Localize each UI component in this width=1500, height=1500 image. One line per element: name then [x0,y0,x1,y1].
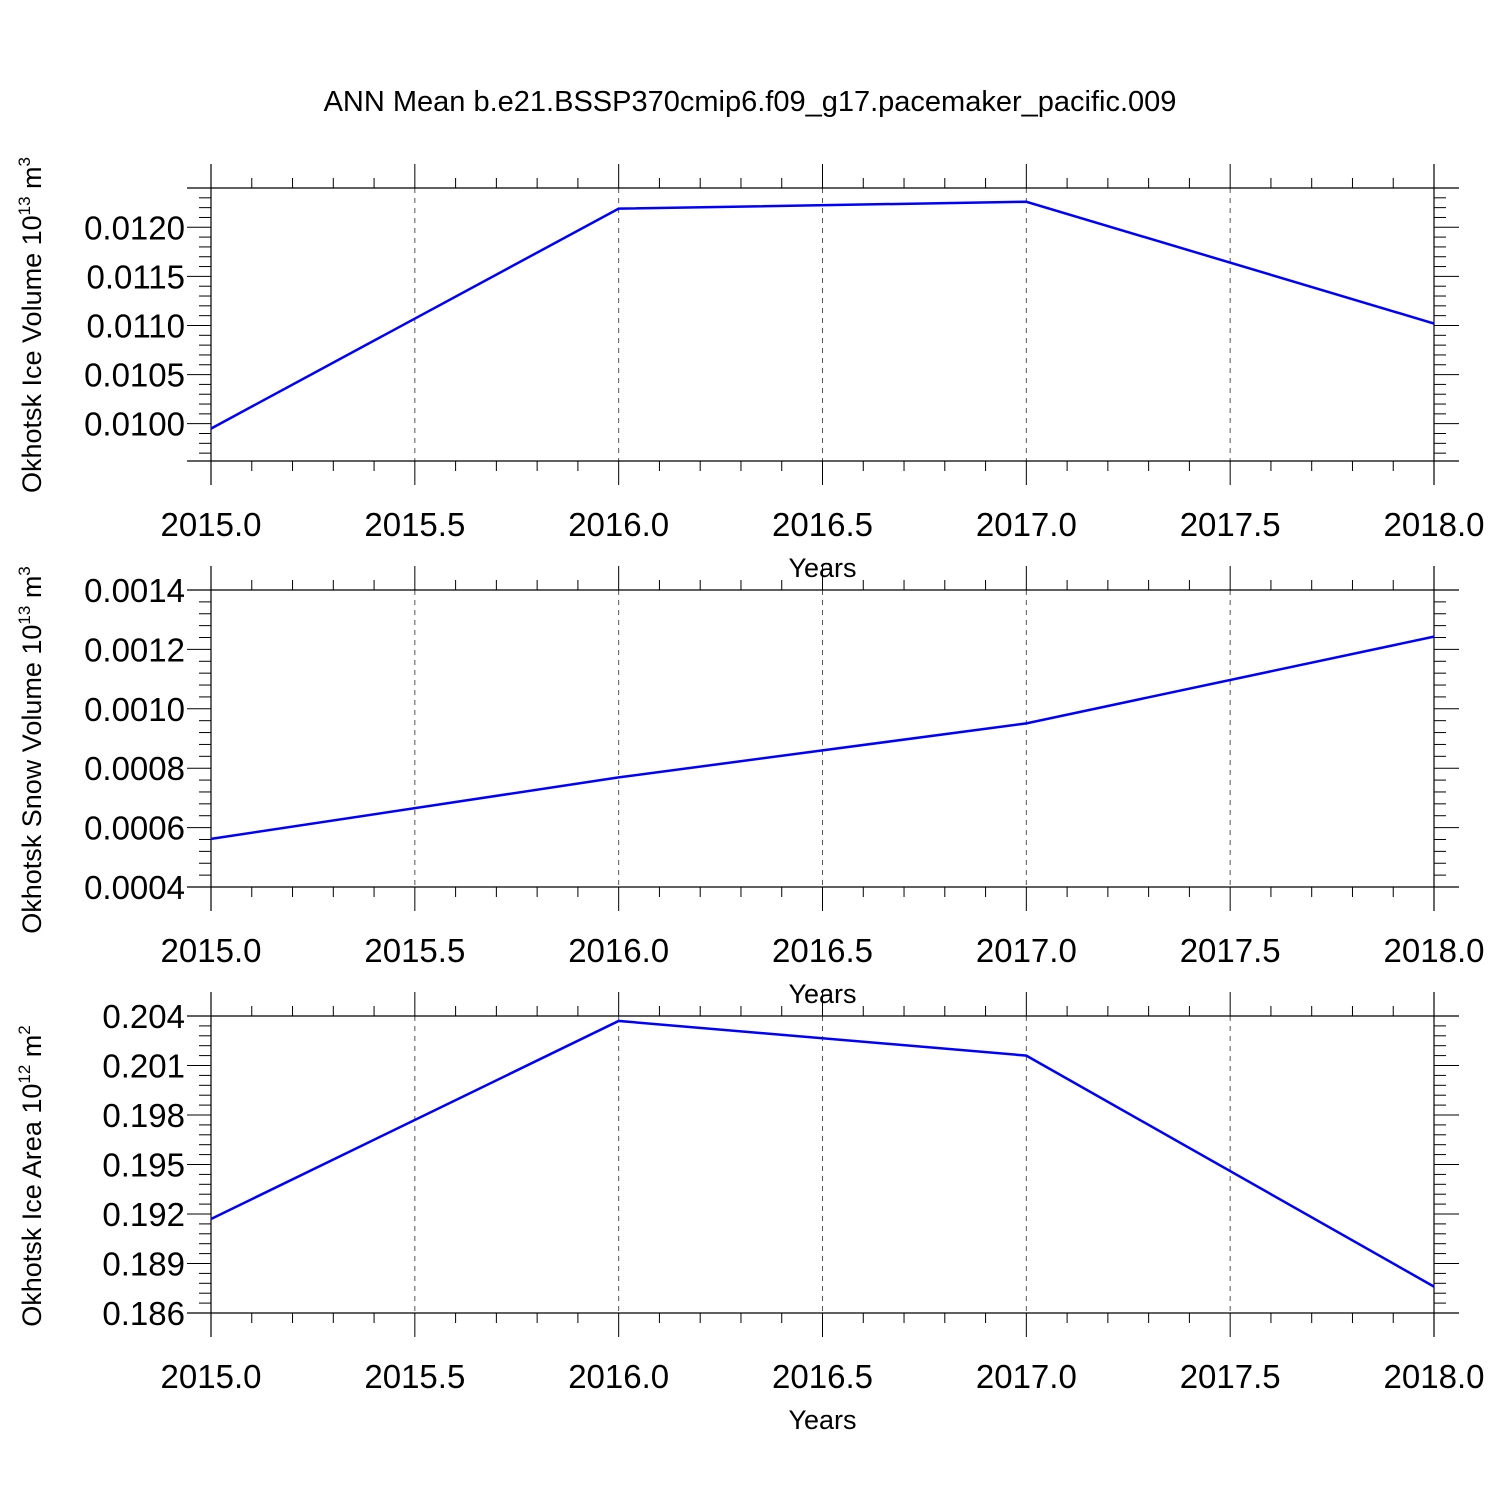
x-tick-label: 2016.0 [568,1358,669,1395]
x-tick-label: 2017.5 [1180,932,1281,969]
y-tick-label: 0.0100 [84,406,185,443]
x-tick-label: 2015.5 [364,932,465,969]
data-point [1025,201,1027,203]
y-tick-label: 0.198 [102,1097,185,1134]
x-tick-label: 2018.0 [1384,1358,1485,1395]
x-tick-label: 2017.0 [976,932,1077,969]
y-tick-label: 0.0014 [84,572,185,609]
data-point [618,1020,620,1022]
x-tick-label: 2018.0 [1384,932,1485,969]
x-axis-label: Years [788,1405,856,1435]
y-tick-label: 0.0105 [84,357,185,394]
x-tick-label: 2017.5 [1180,1358,1281,1395]
series-line [210,1019,1435,1288]
x-tick-label: 2016.0 [568,506,669,543]
data-point [210,428,212,430]
x-tick-label: 2018.0 [1384,506,1485,543]
y-tick-label: 0.189 [102,1246,185,1283]
x-tick-label: 2017.5 [1180,506,1281,543]
data-point [618,208,620,210]
x-tick-label: 2015.5 [364,1358,465,1395]
x-tick-label: 2016.5 [772,506,873,543]
x-tick-label: 2016.0 [568,932,669,969]
y-axis-label: Okhotsk Ice Area 1012 m2 [15,1025,47,1327]
y-tick-label: 0.186 [102,1295,185,1332]
y-tick-label: 0.0110 [87,307,185,344]
chart-panel-3: 2015.0 2015.5 2016.0 2016.5 2017.0 2017.5 2018… [15,992,1484,1435]
chart-title: ANN Mean b.e21.BSSP370cmip6.f09_g17.pace… [323,86,1177,118]
y-tick-label: 0.0120 [84,209,185,246]
y-tick-label: 0.0008 [84,750,185,787]
series-line [210,635,1435,841]
data-point [1025,1055,1027,1057]
data-point [1433,323,1435,325]
y-tick-label: 0.192 [102,1196,185,1233]
y-tick-label: 0.0010 [84,691,185,728]
y-tick-label: 0.195 [102,1147,185,1184]
x-tick-label: 2017.0 [976,506,1077,543]
data-point [1433,1286,1435,1288]
y-tick-label: 0.0012 [84,631,185,668]
x-tick-label: 2015.0 [161,1358,262,1395]
data-point [210,1218,212,1220]
y-tick-label: 0.0004 [84,869,185,906]
chart-panel-2: 2015.0 2015.5 2016.0 2016.5 2017.0 2017.5 2018… [15,566,1484,1009]
x-tick-label: 2016.5 [772,932,873,969]
series-line [210,200,1435,430]
x-tick-label: 2015.5 [364,506,465,543]
y-axis-label: Okhotsk Snow Volume 1013 m3 [15,566,47,934]
data-point [210,838,212,840]
data-point [1025,722,1027,724]
x-tick-label: 2017.0 [976,1358,1077,1395]
y-tick-label: 0.204 [102,998,185,1035]
x-tick-label: 2015.0 [161,506,262,543]
y-tick-label: 0.0006 [84,810,185,847]
x-tick-label: 2015.0 [161,932,262,969]
chart-panel-1: 2015.0 2015.5 2016.0 2016.5 2017.0 2017.5 2018… [15,157,1484,583]
x-tick-label: 2016.5 [772,1358,873,1395]
y-tick-label: 0.0115 [87,258,185,295]
data-point [1433,636,1435,638]
y-tick-label: 0.201 [102,1048,185,1085]
data-point [618,776,620,778]
y-axis-label: Okhotsk Ice Volume 1013 m3 [15,157,47,493]
